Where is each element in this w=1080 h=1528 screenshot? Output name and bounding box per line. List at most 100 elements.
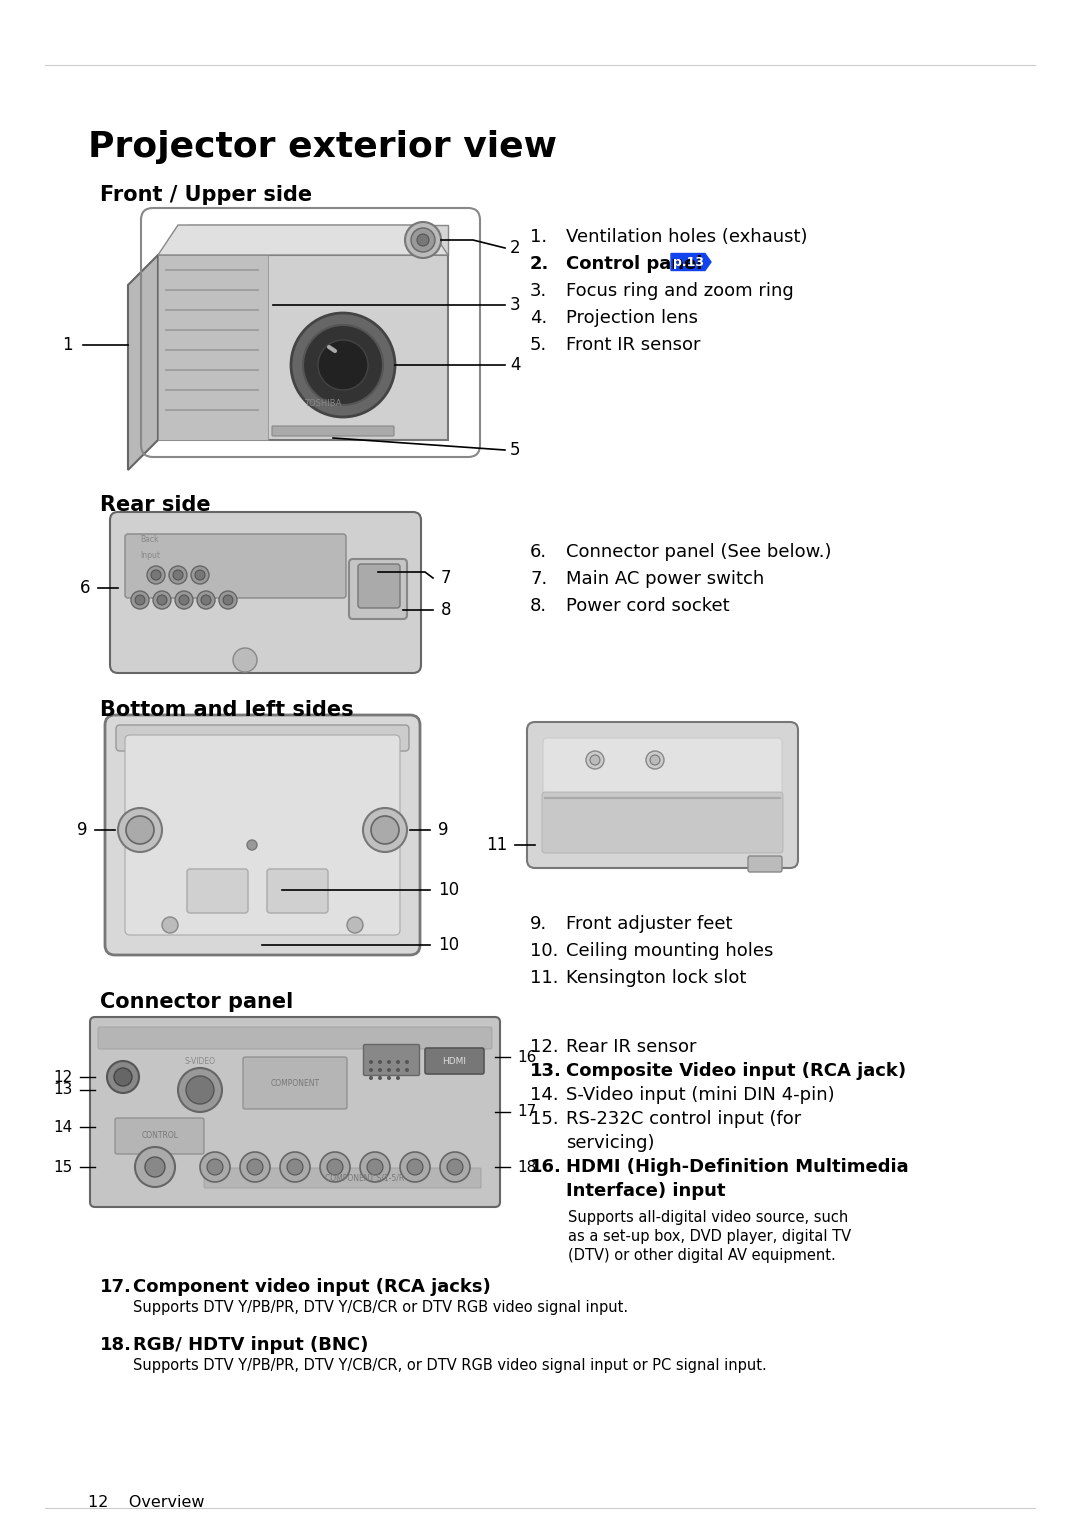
Text: RGB/ HDTV input (BNC): RGB/ HDTV input (BNC) [133,1335,368,1354]
Circle shape [369,1076,373,1080]
Circle shape [347,917,363,934]
Text: Ventilation holes (exhaust): Ventilation holes (exhaust) [566,228,808,246]
FancyBboxPatch shape [426,1048,484,1074]
Circle shape [396,1060,400,1063]
Circle shape [131,591,149,610]
Circle shape [405,1068,409,1073]
Text: 15: 15 [54,1160,73,1175]
FancyBboxPatch shape [272,426,394,435]
Text: Front adjuster feet: Front adjuster feet [566,915,732,934]
Circle shape [646,750,664,769]
Text: RS-232C control input (for: RS-232C control input (for [566,1109,801,1128]
Text: Connector panel: Connector panel [100,992,294,1012]
Text: 11: 11 [486,836,507,854]
FancyBboxPatch shape [204,1167,481,1187]
Text: Front IR sensor: Front IR sensor [566,336,701,354]
Circle shape [178,1068,222,1112]
Text: 12    Overview: 12 Overview [87,1494,204,1510]
Circle shape [367,1160,383,1175]
Circle shape [197,591,215,610]
Circle shape [447,1160,463,1175]
Text: S-Video input (mini DIN 4-pin): S-Video input (mini DIN 4-pin) [566,1086,835,1105]
Text: Input: Input [140,552,160,559]
Text: Projector exterior view: Projector exterior view [87,130,557,163]
Text: Rear side: Rear side [100,495,211,515]
FancyBboxPatch shape [543,738,782,853]
Circle shape [135,1148,175,1187]
Circle shape [590,755,600,766]
Circle shape [586,750,604,769]
Text: Front / Upper side: Front / Upper side [100,185,312,205]
Polygon shape [158,225,448,255]
Text: 13.: 13. [530,1062,562,1080]
FancyBboxPatch shape [364,1045,419,1076]
Text: 16.: 16. [530,1158,562,1177]
Text: COMPONENT: COMPONENT [270,1079,320,1088]
Text: 9: 9 [438,821,448,839]
Circle shape [207,1160,222,1175]
Circle shape [396,1076,400,1080]
Circle shape [318,341,368,390]
Circle shape [201,594,211,605]
Text: 15.: 15. [530,1109,558,1128]
Text: 7.: 7. [530,570,548,588]
Text: 16: 16 [517,1050,537,1065]
Text: Composite Video input (RCA jack): Composite Video input (RCA jack) [566,1062,906,1080]
Text: Power cord socket: Power cord socket [566,597,730,614]
Circle shape [360,1152,390,1183]
Circle shape [153,591,171,610]
Circle shape [247,1160,264,1175]
FancyBboxPatch shape [748,856,782,872]
Polygon shape [129,255,158,471]
Circle shape [186,1076,214,1105]
Text: (DTV) or other digital AV equipment.: (DTV) or other digital AV equipment. [568,1248,836,1264]
Circle shape [387,1068,391,1073]
Text: CONTROL: CONTROL [141,1132,178,1140]
Text: S-VIDEO: S-VIDEO [185,1057,216,1067]
Polygon shape [158,255,448,440]
Text: 3.: 3. [530,283,548,299]
Circle shape [168,565,187,584]
Circle shape [240,1152,270,1183]
Polygon shape [158,255,268,440]
Text: 6.: 6. [530,542,548,561]
Text: 3: 3 [510,296,521,313]
Circle shape [320,1152,350,1183]
Circle shape [372,816,399,843]
FancyBboxPatch shape [187,869,248,914]
Text: 8: 8 [441,601,451,619]
FancyBboxPatch shape [243,1057,347,1109]
Text: as a set-up box, DVD player, digital TV: as a set-up box, DVD player, digital TV [568,1229,851,1244]
Circle shape [369,1060,373,1063]
Text: Connector panel (See below.): Connector panel (See below.) [566,542,832,561]
Circle shape [145,1157,165,1177]
Circle shape [107,1060,139,1093]
Text: Supports DTV Y/PB/PR, DTV Y/CB/CR, or DTV RGB video signal input or PC signal in: Supports DTV Y/PB/PR, DTV Y/CB/CR, or DT… [133,1358,767,1374]
Text: Supports DTV Y/PB/PR, DTV Y/CB/CR or DTV RGB video signal input.: Supports DTV Y/PB/PR, DTV Y/CB/CR or DTV… [133,1300,629,1316]
Circle shape [411,228,435,252]
Text: 17.: 17. [100,1277,132,1296]
FancyBboxPatch shape [110,512,421,672]
Circle shape [369,1068,373,1073]
Text: Supports all-digital video source, such: Supports all-digital video source, such [568,1210,848,1225]
Text: Back: Back [140,535,159,544]
Circle shape [233,648,257,672]
Text: Interface) input: Interface) input [566,1183,726,1199]
Text: 12.: 12. [530,1038,558,1056]
Circle shape [222,594,233,605]
Circle shape [396,1068,400,1073]
Text: 13: 13 [54,1082,73,1097]
FancyBboxPatch shape [125,735,400,935]
FancyBboxPatch shape [98,1027,492,1050]
Circle shape [247,840,257,850]
Text: 1.: 1. [530,228,548,246]
Circle shape [200,1152,230,1183]
Circle shape [191,565,210,584]
Circle shape [650,755,660,766]
Text: Bottom and left sides: Bottom and left sides [100,700,353,720]
Circle shape [400,1152,430,1183]
Circle shape [407,1160,423,1175]
Text: 17: 17 [517,1105,537,1120]
FancyBboxPatch shape [116,724,409,750]
Circle shape [162,917,178,934]
